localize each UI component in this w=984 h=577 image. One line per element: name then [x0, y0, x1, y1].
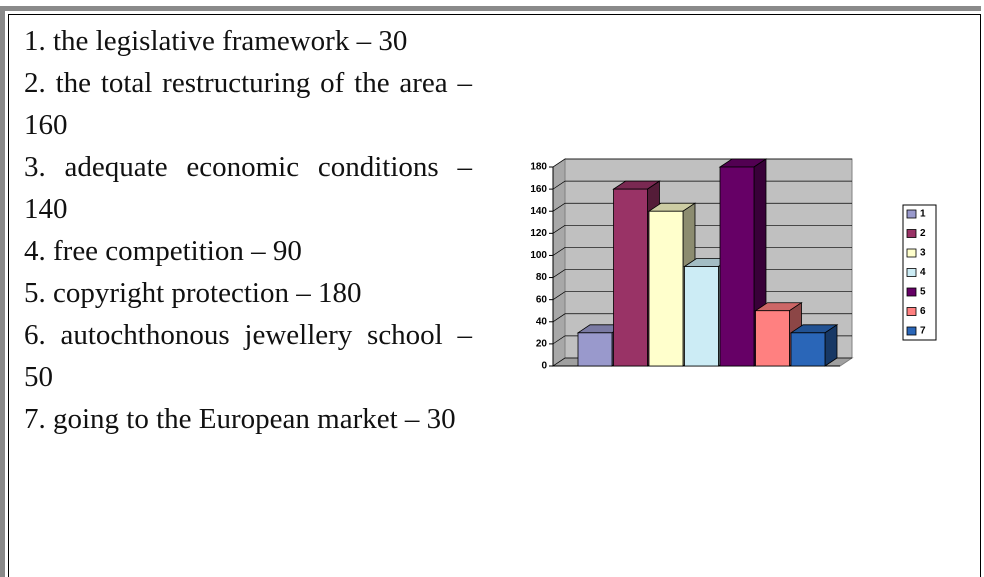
y-tick-label: 20 — [536, 339, 548, 350]
y-tick-label: 180 — [530, 162, 547, 173]
list-item: 4. free competition – 90 — [24, 235, 302, 267]
y-tick-label: 100 — [530, 250, 547, 261]
y-tick-label: 160 — [530, 184, 547, 195]
legend-swatch — [906, 326, 917, 336]
bar — [755, 310, 790, 367]
bar — [577, 332, 613, 367]
y-tick-label: 80 — [536, 272, 548, 283]
bar — [613, 188, 648, 367]
list-item: 7. going to the European market – 30 — [24, 403, 456, 435]
bar — [648, 210, 684, 367]
y-tick-label: 120 — [530, 228, 547, 239]
y-tick-label: 140 — [530, 206, 547, 217]
legend-label: 4 — [920, 267, 926, 278]
item-list: 1. the legislative framework – 30 2. the … — [24, 20, 472, 440]
legend-swatch — [906, 287, 917, 297]
legend-label: 6 — [920, 306, 926, 317]
legend-swatch — [906, 307, 917, 316]
legend-label: 5 — [920, 287, 926, 298]
legend-label: 2 — [920, 228, 926, 239]
legend-swatch — [906, 209, 917, 219]
legend-label: 7 — [920, 326, 926, 337]
list-item: 1. the legislative framework – 30 — [24, 25, 408, 57]
list-item: 3. adequate economic conditions – 140 — [24, 151, 472, 225]
inner-frame — [8, 14, 981, 577]
legend-label: 1 — [920, 209, 926, 220]
legend-label: 3 — [920, 248, 926, 259]
list-item: 5. copyright protection – 180 — [24, 277, 362, 309]
y-tick-label: 60 — [536, 294, 548, 305]
frame — [0, 6, 981, 577]
legend-swatch — [906, 248, 917, 258]
list-item: 6. autochthonous jewellery school – 50 — [24, 319, 472, 393]
y-tick-label: 40 — [536, 316, 548, 327]
side-wall — [552, 158, 566, 367]
list-item: 2. the total restructuring of the area –… — [24, 67, 472, 141]
bar — [719, 166, 755, 367]
bar — [790, 332, 826, 367]
legend-swatch — [906, 268, 917, 277]
bar — [684, 266, 719, 367]
y-tick-label: 0 — [541, 361, 547, 372]
legend-swatch — [906, 229, 917, 238]
